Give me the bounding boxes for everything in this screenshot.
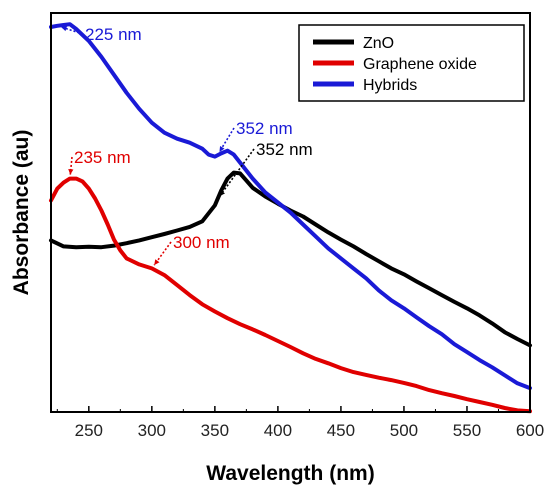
- peak-arrow-head: [219, 145, 225, 152]
- x-tick-label: 250: [75, 421, 103, 440]
- x-tick-label: 300: [138, 421, 166, 440]
- peak-annotations: 225 nm 352 nm 352 nm 235 nm 300 nm: [60, 25, 313, 266]
- series-line-hybrids: [49, 22, 532, 391]
- legend-label: Graphene oxide: [363, 56, 477, 73]
- x-axis-title: Wavelength (nm): [206, 462, 374, 485]
- peak-arrow: [69, 156, 73, 175]
- peak-arrow-head: [68, 168, 74, 175]
- peak-arrow-head: [154, 259, 160, 266]
- x-tick-label: 350: [201, 421, 229, 440]
- peak-arrow: [153, 241, 172, 266]
- x-tick-label: 400: [264, 421, 292, 440]
- x-tick-label: 550: [453, 421, 481, 440]
- x-tick-label: 450: [327, 421, 355, 440]
- series-line-graphene-oxide: [49, 176, 532, 414]
- peak-arrow: [219, 148, 255, 197]
- plot-lines: [49, 22, 532, 414]
- peak-label: 352 nm: [256, 140, 313, 159]
- series-line-zno: [49, 170, 532, 348]
- y-axis-title: Absorbance (au): [10, 130, 33, 296]
- peak-arrow: [218, 127, 235, 153]
- peak-arrow-head: [61, 26, 68, 32]
- legend: ZnO Graphene oxide Hybrids: [298, 24, 525, 102]
- peak-arrow-head: [219, 190, 226, 197]
- plot-frame: [50, 12, 531, 413]
- x-tick-label: 600: [516, 421, 544, 440]
- peak-label: 225 nm: [85, 25, 142, 44]
- peak-label: 235 nm: [74, 148, 131, 167]
- x-tick-label: 500: [390, 421, 418, 440]
- legend-label: Hybrids: [363, 77, 417, 94]
- x-axis-ticks: 250 300 350 400 450 500 550 600: [56, 406, 544, 440]
- peak-label: 300 nm: [173, 233, 230, 252]
- peak-label: 352 nm: [236, 119, 293, 138]
- legend-label: ZnO: [363, 35, 394, 52]
